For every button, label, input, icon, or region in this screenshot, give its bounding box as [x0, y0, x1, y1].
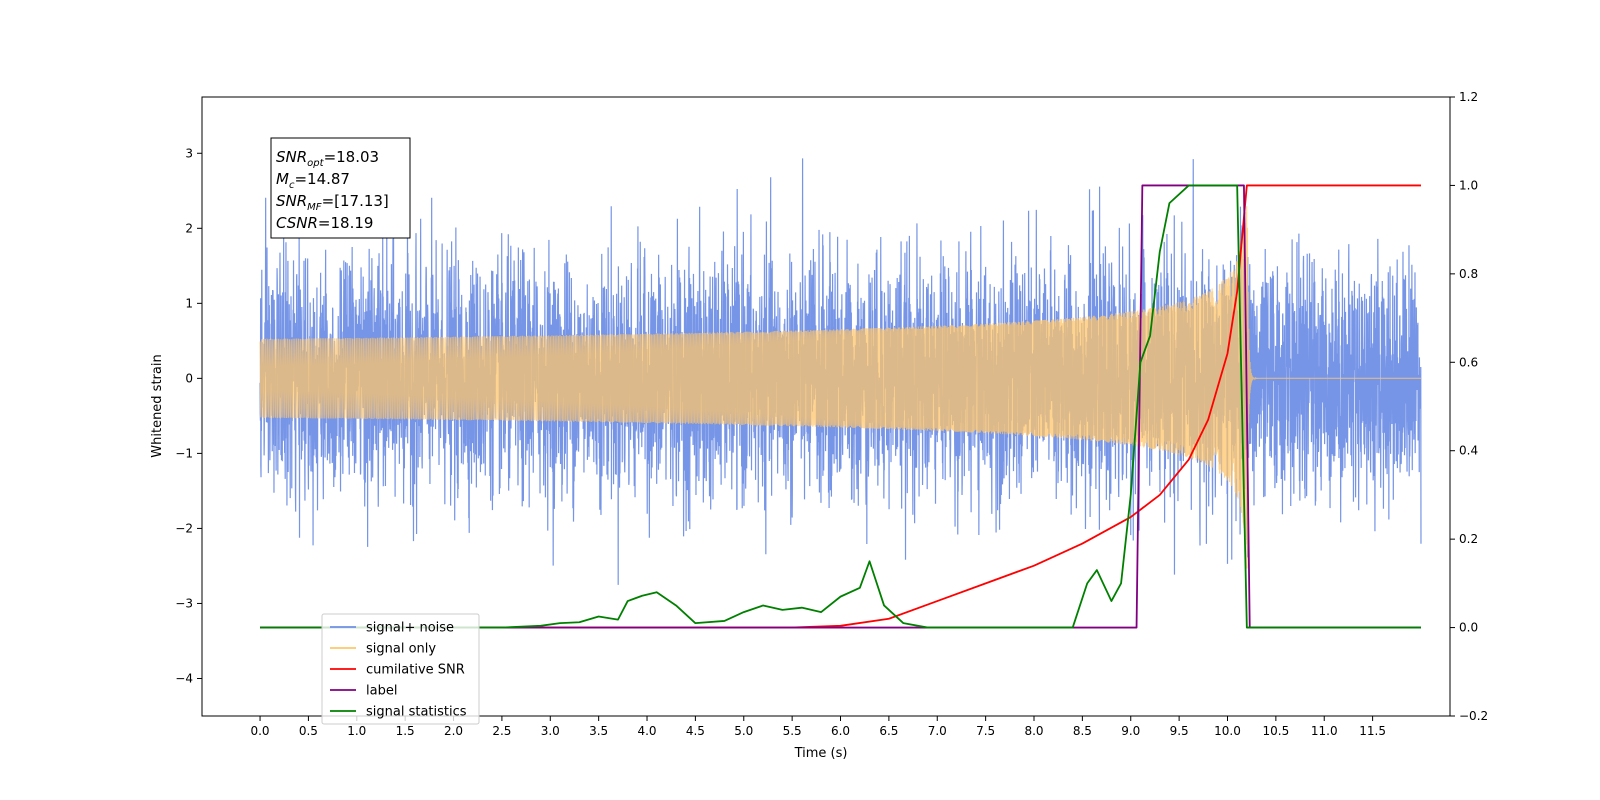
- series-signal-statistics-line: [260, 184, 1421, 629]
- x-tick-label: 8.5: [1073, 724, 1092, 738]
- legend-frame: [321, 613, 480, 725]
- y-right-tick-label: −0.2: [1459, 709, 1488, 723]
- x-tick-label: 0.5: [299, 724, 318, 738]
- x-tick-label: 1.5: [396, 724, 415, 738]
- x-tick-label: 10.0: [1214, 724, 1241, 738]
- annotation-symbol: CSNR: [276, 214, 318, 232]
- annotation-line: Mc=14.87: [276, 170, 350, 191]
- x-tick-label: 5.5: [783, 724, 802, 738]
- y-axis-left-ticks: 3 2 1 0 −1 −2 −3 −4: [175, 146, 202, 685]
- annotation-value: =14.87: [294, 170, 350, 188]
- annotation-symbol: SNR: [276, 192, 307, 210]
- legend-entry-label: label: [366, 684, 397, 699]
- annotation-subscript: MF: [307, 202, 322, 213]
- x-tick-label: 6.0: [831, 724, 850, 738]
- series-layer: [259, 158, 1422, 629]
- legend-entry-label: cumilative SNR: [366, 663, 465, 678]
- x-tick-label: 7.5: [976, 724, 995, 738]
- x-tick-label: 4.5: [686, 724, 705, 738]
- x-tick-label: 7.0: [928, 724, 947, 738]
- annotation-line: CSNR=18.19: [276, 214, 373, 232]
- x-tick-label: 8.0: [1024, 724, 1043, 738]
- annotation-value: =18.03: [324, 148, 380, 166]
- x-tick-label: 2.0: [444, 724, 463, 738]
- axes-frame: [201, 96, 1451, 717]
- y-right-tick-label: 0.2: [1459, 532, 1478, 546]
- y-left-tick-label: 2: [185, 221, 193, 235]
- series-cumulative-snr-line: [260, 184, 1421, 629]
- legend-entry-label: signal+ noise: [366, 621, 454, 636]
- x-axis-label: Time (s): [794, 746, 848, 761]
- plot-area: [259, 158, 1422, 629]
- x-tick-label: 6.5: [879, 724, 898, 738]
- annotation-value: =[17.13]: [322, 192, 389, 210]
- annotation-line: SNRMF=[17.13]: [276, 192, 389, 213]
- y-left-tick-label: −1: [175, 446, 193, 460]
- annotation-subscript: opt: [307, 158, 324, 169]
- annotation-box: SNRopt=18.03Mc=14.87SNRMF=[17.13]CSNR=18…: [270, 137, 411, 239]
- y-axis-right-ticks: 1.2 1.0 0.8 0.6 0.4 0.2 0.0 −0.2: [1450, 90, 1488, 723]
- series-signal-only-line: [259, 206, 1421, 569]
- x-tick-label: 5.0: [734, 724, 753, 738]
- y-left-tick-label: 1: [185, 296, 193, 310]
- x-axis-ticks: 0.0 0.5 1.0 1.5 2.0 2.5 3.0 3.5 4.0 4.5 5.0 5.5 6.0 6…: [250, 716, 1386, 738]
- annotation-subscript: c: [289, 180, 295, 191]
- x-tick-label: 9.0: [1121, 724, 1140, 738]
- x-tick-label: 11.0: [1311, 724, 1338, 738]
- x-tick-label: 0.0: [250, 724, 269, 738]
- annotation-symbol: SNR: [276, 148, 307, 166]
- x-tick-label: 11.5: [1359, 724, 1386, 738]
- annotation-value: =18.19: [318, 214, 374, 232]
- annotation-symbol: M: [276, 170, 289, 188]
- y-right-tick-label: 0.0: [1459, 621, 1478, 635]
- y-left-tick-label: −4: [175, 671, 193, 685]
- y-right-tick-label: 0.4: [1459, 444, 1478, 458]
- annotation-line: SNRopt=18.03: [276, 148, 379, 169]
- x-tick-label: 3.0: [541, 724, 560, 738]
- y-right-tick-label: 1.2: [1459, 90, 1478, 104]
- x-tick-label: 1.0: [347, 724, 366, 738]
- legend-entry-label: signal statistics: [366, 705, 467, 720]
- y-right-tick-label: 0.6: [1459, 355, 1478, 369]
- x-tick-label: 9.5: [1170, 724, 1189, 738]
- legend-entry-label: signal only: [366, 642, 436, 657]
- y-left-tick-label: 3: [185, 146, 193, 160]
- legend: signal+ noise signal only cumilative SNR la…: [321, 613, 480, 725]
- x-tick-label: 3.5: [589, 724, 608, 738]
- annotation-lines: SNRopt=18.03Mc=14.87SNRMF=[17.13]CSNR=18…: [276, 148, 389, 232]
- y-right-tick-label: 0.8: [1459, 267, 1478, 281]
- annotation-frame: [270, 137, 411, 239]
- y-right-tick-label: 1.0: [1459, 178, 1478, 192]
- y-left-tick-label: −2: [175, 521, 193, 535]
- legend-items: signal+ noise signal only cumilative SNR la…: [330, 621, 467, 720]
- x-tick-label: 2.5: [492, 724, 511, 738]
- y-axis-left-label: Whitened strain: [150, 354, 165, 457]
- y-left-tick-label: −3: [175, 596, 193, 610]
- y-left-tick-label: 0: [185, 371, 193, 385]
- x-tick-label: 4.0: [637, 724, 656, 738]
- x-tick-label: 10.5: [1263, 724, 1290, 738]
